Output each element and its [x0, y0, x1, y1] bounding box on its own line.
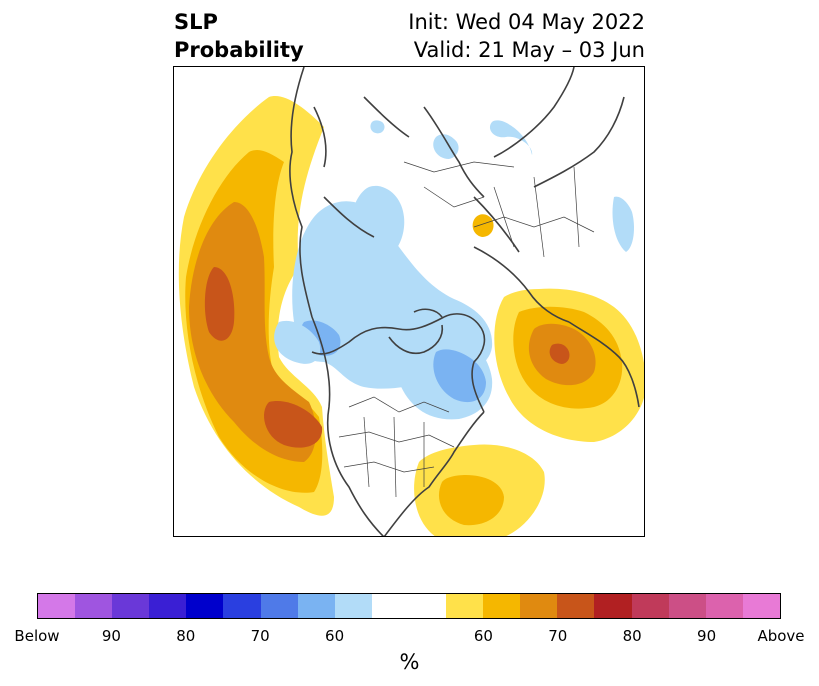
colorbar-tick-label: 80: [622, 627, 642, 645]
chart-title: SLP Probability: [174, 8, 304, 64]
colorbar-segment: [149, 594, 187, 618]
colorbar-segment: [594, 594, 632, 618]
colorbar-segment: [631, 594, 669, 618]
east-asia-blue-spot-2: [489, 120, 533, 155]
east-asia-blue-spot-1: [433, 134, 459, 159]
colorbar-segment: [223, 594, 261, 618]
political-borders: [338, 161, 595, 498]
colorbar-segment: [75, 594, 113, 618]
colorbar-tick-label: 90: [697, 627, 717, 645]
colorbar-segment: [742, 594, 780, 618]
coastlines: [289, 67, 640, 536]
colorbar-segment: [297, 594, 335, 618]
colorbar-tick-label: 70: [250, 627, 270, 645]
colorbar-segment: [38, 594, 76, 618]
colorbar-tick-labels: Below 90 80 70 60 60 70 80 90 Above: [14, 627, 804, 647]
colorbar-tick-label: 90: [101, 627, 121, 645]
init-date: Init: Wed 04 May 2022: [408, 10, 645, 34]
colorbar-segment: [334, 594, 372, 618]
colorbar-tick-label: 60: [473, 627, 493, 645]
title-line-1: SLP: [174, 10, 218, 34]
siberia-light-blue-region: [349, 185, 405, 264]
colorbar-segment: [483, 594, 521, 618]
colorbar-unit-label: %: [399, 650, 420, 674]
alaska-blue-region: [274, 320, 321, 364]
date-info: Init: Wed 04 May 2022 Valid: 21 May – 03…: [408, 8, 645, 64]
colorbar-segment: [557, 594, 595, 618]
title-line-2: Probability: [174, 38, 304, 62]
colorbar-segment: [371, 594, 447, 618]
pacific-orange-region: [189, 202, 316, 462]
colorbar-tick-label: 60: [325, 627, 345, 645]
colorbar-tick-label: 80: [176, 627, 196, 645]
colorbar-segment: [705, 594, 743, 618]
east-asia-blue-strip: [612, 196, 634, 252]
pacific-red-core-north: [204, 267, 235, 341]
n-america-mid-blue-region: [433, 349, 486, 403]
colorbar-segment: [112, 594, 150, 618]
west-atlantic-gold-region: [438, 475, 504, 526]
valid-date: Valid: 21 May – 03 Jun: [413, 38, 645, 62]
europe-small-positive: [472, 214, 494, 237]
colorbar-segment: [668, 594, 706, 618]
colorbar-tick-label: 70: [548, 627, 568, 645]
colorbar-tick-label: Above: [757, 627, 805, 645]
colorbar-segment: [260, 594, 298, 618]
colorbar-segment: [520, 594, 558, 618]
asia-blue-spot-3: [370, 120, 385, 134]
colorbar: [37, 593, 781, 619]
atlantic-red-core: [549, 343, 570, 364]
probability-map: [178, 67, 644, 536]
colorbar-tick-label: Below: [14, 627, 60, 645]
pacific-red-core-south: [264, 401, 323, 448]
map-panel: [173, 66, 645, 537]
colorbar-segment: [446, 594, 484, 618]
colorbar-segment: [186, 594, 224, 618]
